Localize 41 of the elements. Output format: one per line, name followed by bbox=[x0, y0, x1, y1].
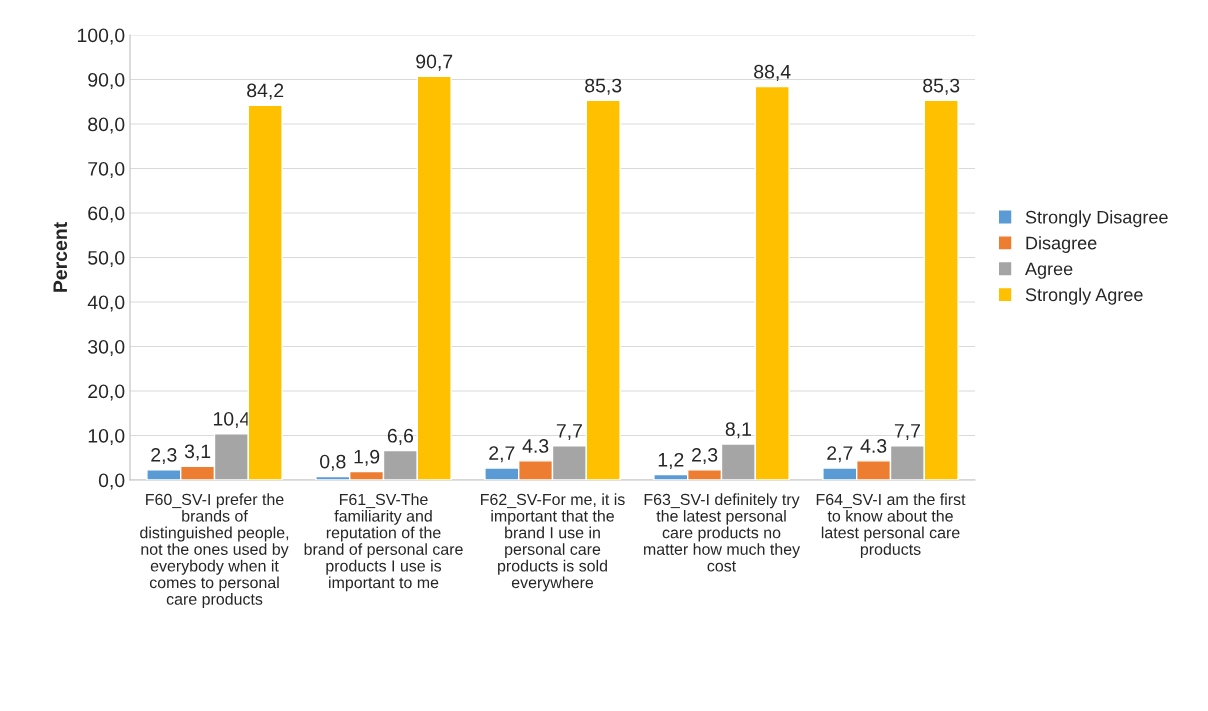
x-tick-label: F63_SV-I definitely try the latest personal care products no matter how much they cost bbox=[644, 493, 801, 572]
x-tick-label: F61_SV-The familiarity and reputation of the brand of personal care products I use is important to me bbox=[304, 493, 463, 592]
data-label: 85,3 bbox=[923, 78, 960, 95]
data-label: 1,9 bbox=[354, 449, 380, 466]
legend-label: Disagree bbox=[1026, 236, 1097, 253]
y-tick-label: 100,0 bbox=[77, 28, 125, 45]
y-tick-label: 50,0 bbox=[88, 250, 125, 268]
data-label: 90,7 bbox=[416, 54, 453, 71]
y-tick-label: 10,0 bbox=[88, 428, 125, 446]
y-tick-label: 70,0 bbox=[88, 161, 125, 179]
y-tick-label: 90,0 bbox=[88, 72, 125, 90]
y-axis-title: Percent bbox=[53, 222, 68, 292]
data-label: 8,1 bbox=[725, 422, 751, 439]
y-tick-label: 60,0 bbox=[88, 206, 125, 223]
data-label: 1,2 bbox=[658, 452, 684, 469]
data-label: 7,7 bbox=[556, 424, 582, 441]
data-label: 7,7 bbox=[894, 424, 920, 441]
data-label: 3,1 bbox=[184, 444, 211, 461]
data-label: 85,3 bbox=[585, 78, 622, 95]
legend-label: Agree bbox=[1025, 262, 1073, 279]
y-tick-label: 40,0 bbox=[87, 295, 125, 312]
data-label: 88,4 bbox=[754, 64, 791, 81]
legend-label: Strongly Disagree bbox=[1025, 210, 1168, 228]
data-label: 10,4 bbox=[213, 411, 250, 429]
data-label: 4.3 bbox=[860, 439, 887, 453]
x-tick-label: F64_SV-I am the first to know about the latest personal care products bbox=[816, 493, 966, 559]
y-tick-label: 20,0 bbox=[88, 384, 125, 401]
data-label: 2,3 bbox=[151, 447, 177, 465]
y-tick-label: 80,0 bbox=[88, 117, 125, 134]
x-tick-label: F62_SV-For me, it is important that the brand I use in personal care products is sold everywhere bbox=[481, 493, 625, 592]
data-label: 6,6 bbox=[387, 428, 414, 445]
data-label: 2,3 bbox=[692, 447, 718, 465]
data-label: 0,8 bbox=[320, 454, 346, 471]
legend-label: Strongly Agree bbox=[1025, 287, 1143, 305]
data-label: 2,7 bbox=[489, 446, 515, 463]
data-label: 84,2 bbox=[247, 83, 284, 100]
y-tick-label: 30,0 bbox=[88, 339, 125, 357]
data-label: 4.3 bbox=[522, 439, 549, 453]
y-tick-label: 0,0 bbox=[98, 473, 125, 490]
data-label: 2,7 bbox=[827, 446, 853, 463]
x-tick-label: F60_SV-I prefer the brands of distinguished people, not the ones used by everybody when it comes to personal care products bbox=[140, 493, 289, 608]
